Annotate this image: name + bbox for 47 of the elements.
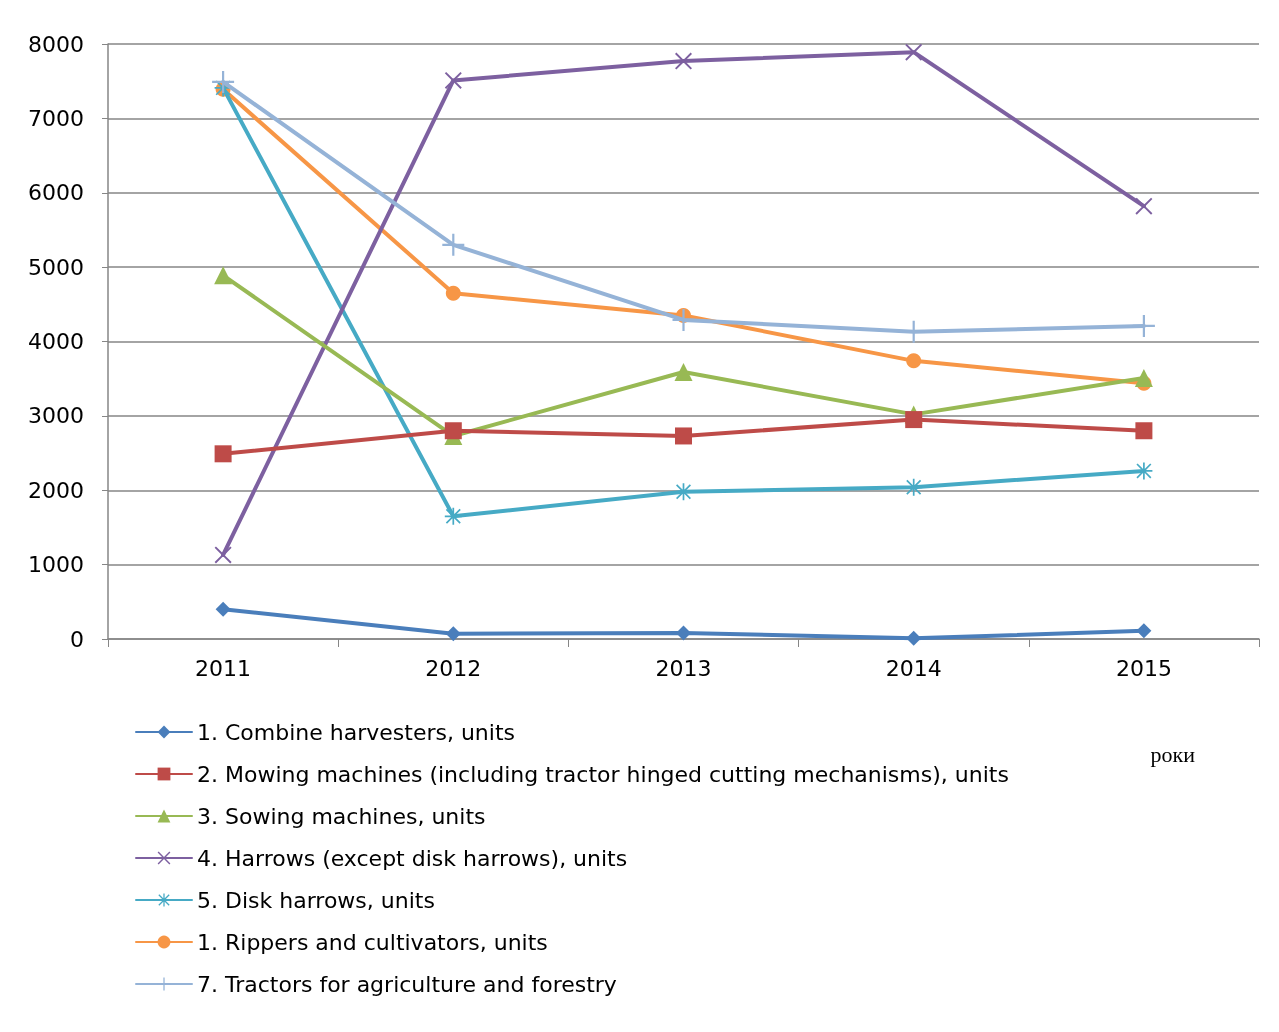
- point: [675, 427, 692, 445]
- x-tick-label: 2015: [1115, 655, 1172, 681]
- legend-label: 4. Harrows (except disk harrows), units: [197, 845, 628, 871]
- x-tick-label: 2011: [195, 655, 252, 681]
- point: [906, 353, 922, 369]
- point: [444, 422, 462, 440]
- y-tick-label: 5000: [28, 254, 84, 280]
- point: [1132, 314, 1155, 337]
- legend-label: 5. Disk harrows, units: [197, 887, 435, 913]
- point: [214, 445, 232, 463]
- point: [1135, 462, 1153, 480]
- point: [905, 43, 923, 61]
- y-tick-label: 7000: [28, 105, 84, 131]
- point: [672, 308, 695, 331]
- legend-label: 7. Tractors for agriculture and forestry: [197, 971, 617, 997]
- legend-label: 1. Combine harvesters, units: [197, 719, 516, 745]
- y-tick-label: 6000: [28, 180, 84, 206]
- y-tick-label: 8000: [28, 31, 84, 57]
- point: [444, 507, 462, 525]
- point: [676, 625, 691, 641]
- point: [212, 70, 235, 93]
- y-tick-label: 0: [70, 626, 84, 652]
- point: [215, 601, 231, 617]
- legend-label: 1. Rippers and cultivators, units: [197, 929, 548, 955]
- y-tick-label: 1000: [28, 552, 84, 578]
- x-tick-label: 2012: [425, 655, 482, 681]
- point: [1135, 197, 1153, 215]
- legend-label: 3. Sowing machines, units: [197, 803, 486, 829]
- point: [214, 546, 232, 564]
- point: [1134, 368, 1153, 387]
- y-tick-label: 4000: [28, 329, 84, 354]
- point: [445, 285, 461, 301]
- point: [442, 233, 465, 256]
- point: [214, 266, 233, 285]
- x-axis-title: роки: [1150, 741, 1196, 767]
- point: [906, 630, 922, 646]
- y-tick-label: 3000: [28, 403, 84, 429]
- point: [905, 478, 923, 496]
- point: [1135, 422, 1153, 440]
- point: [1136, 623, 1152, 639]
- point: [445, 626, 461, 642]
- x-tick-label: 2013: [655, 655, 712, 681]
- legend-label: 2. Mowing machines (including tractor hinged cutting mechanisms), units: [197, 761, 1009, 787]
- point: [444, 71, 462, 89]
- point: [674, 362, 693, 381]
- y-tick-label: 2000: [28, 477, 84, 503]
- x-tick-label: 2014: [885, 655, 942, 681]
